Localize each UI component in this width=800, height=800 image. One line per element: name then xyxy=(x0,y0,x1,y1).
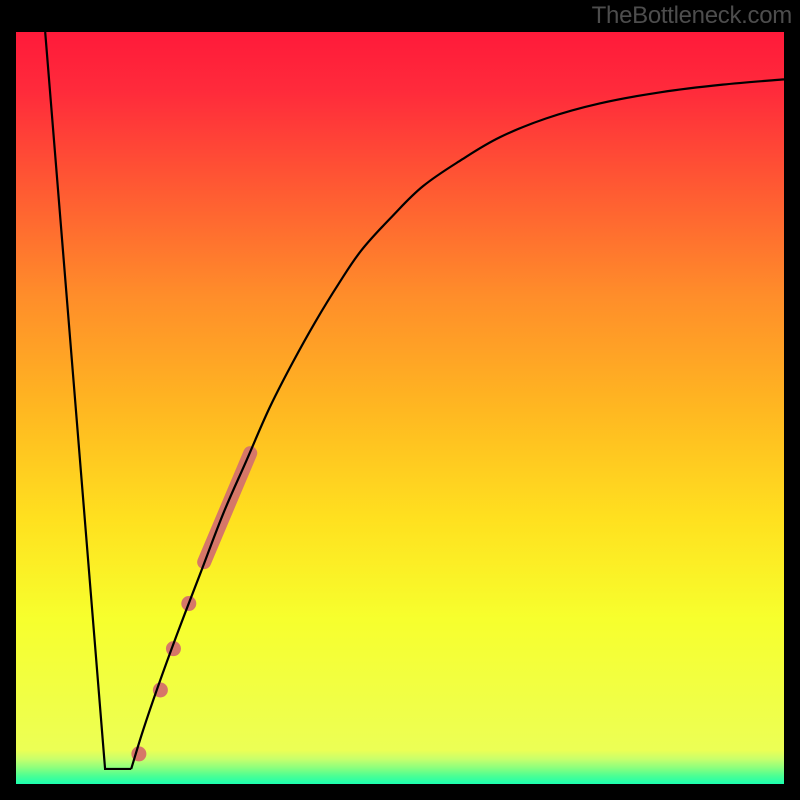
watermark-text: TheBottleneck.com xyxy=(592,2,792,30)
bottleneck-chart xyxy=(0,0,800,800)
gradient-background xyxy=(16,32,784,784)
chart-container: TheBottleneck.com xyxy=(0,0,800,800)
